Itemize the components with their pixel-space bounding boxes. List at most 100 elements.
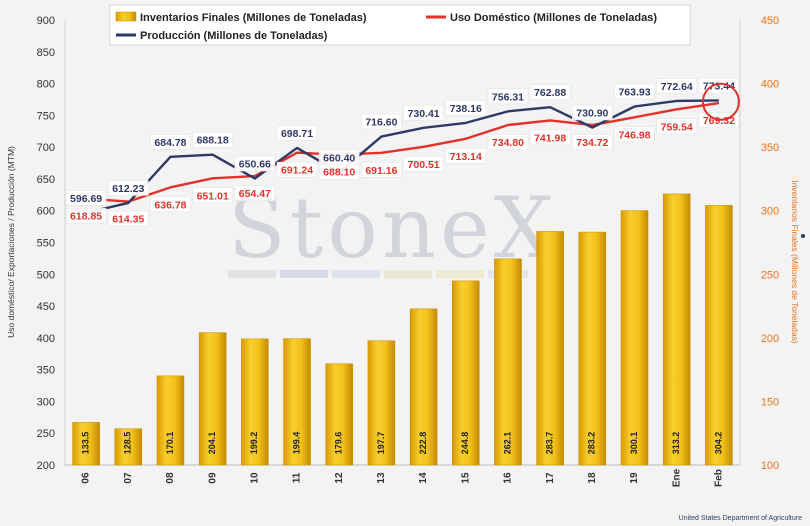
x-tick-label: 13 [376,472,387,484]
uso-label-box [403,156,444,172]
bar-data-label: 197.7 [376,432,386,455]
bar [367,340,396,466]
uso-label-box [361,161,402,178]
uso-line [86,101,720,203]
bar [114,428,143,466]
watermark-stripe-1 [228,270,276,278]
uso-label-box [529,129,571,146]
uso-data-label: 741.98 [534,132,566,144]
x-tick-label: 09 [207,472,218,484]
x-tick-label: 17 [545,472,556,484]
uso-label-box [445,147,487,164]
bars-layer: 133.5 128.5 170.1 204.1 199.2 199.4 179.6 197.7… [72,193,733,466]
x-tick-label: 16 [503,472,514,484]
prod-data-label: 612.23 [112,183,144,195]
x-tick-label: 14 [418,472,429,484]
watermark-stripe-3 [332,270,380,278]
prod-label-box [192,131,233,148]
bar-data-label: 179.6 [334,432,344,455]
prod-data-label: 716.60 [365,117,397,129]
prod-label-box [234,155,276,172]
bar-data-label: 313.2 [671,432,681,455]
uso-data-label: 759.54 [661,121,693,133]
uso-data-label: 688.10 [323,167,355,179]
watermark-stripe-5 [436,270,484,278]
bar [283,338,311,466]
y-left-tick-label: 900 [37,15,55,27]
prod-data-label: 738.16 [450,103,482,115]
uso-data-label: 614.35 [112,214,144,226]
y-left-tick-label: 550 [37,238,55,250]
bar-data-label: 244.8 [460,432,470,455]
y-right-tick-label: 200 [761,333,779,345]
prod-label-box [656,78,698,94]
ticks-layer: 200 250 300 350 400 450 500 550 600 650 700 750 800 8… [37,15,780,487]
y-right-tick-label: 250 [761,269,779,281]
highlight-circle [701,82,740,121]
prod-data-label: 730.90 [576,107,608,119]
y-left-tick-label: 500 [37,269,55,281]
bar [325,363,353,466]
watermark-stripe-4 [384,270,432,278]
prod-label-box [445,100,487,116]
prod-data-label: 660.40 [323,152,355,164]
prod-data-label: 688.18 [197,135,229,147]
page-dot [801,234,805,238]
y-right-tick-label: 400 [761,79,779,91]
bar [705,205,733,466]
bar [536,231,564,466]
prod-data-label: 756.31 [492,91,524,103]
data-labels-layer: 596.69 612.23 684.78 688.18 650.66 698.71 660.… [65,77,740,227]
y-left-tick-label: 350 [37,365,55,377]
bar [156,375,185,466]
source-note: United States Department of Agriculture [679,515,802,522]
uso-data-label: 691.16 [365,165,397,177]
uso-data-label: 636.78 [154,199,186,211]
uso-label-box [656,118,698,135]
x-tick-label: 06 [81,472,92,484]
uso-label-box [276,161,318,178]
bar-data-label: 300.1 [629,432,639,455]
prod-label-box [614,83,655,100]
prod-label-box [150,134,191,150]
prod-data-label: 763.93 [618,87,650,99]
left-axis-title: Uso doméstico/ Exportaciones / Producció… [6,146,16,338]
uso-data-label: 654.47 [239,188,271,200]
bar [452,280,480,466]
uso-label-box [614,126,655,143]
prod-label-box [529,84,571,100]
x-tick-label: Ene [671,468,682,487]
prod-data-label: 773.44 [703,80,735,92]
prod-label-box [65,190,107,206]
uso-data-label: 700.51 [408,159,440,171]
uso-data-label: 734.72 [576,137,608,149]
uso-label-box [65,207,107,224]
prod-label-box [487,88,529,105]
x-tick-label: 11 [292,472,303,483]
x-tick-label: 08 [165,472,176,484]
bar [662,193,691,466]
x-tick-label: 15 [460,472,471,484]
x-tick-label: 07 [123,472,134,484]
y-right-tick-label: 350 [761,142,779,154]
uso-data-label: 734.80 [492,137,524,149]
bar-data-label: 222.8 [418,432,428,455]
prod-data-label: 772.64 [661,81,693,93]
x-tick-label: 12 [334,472,345,484]
y-left-tick-label: 250 [37,428,55,440]
y-right-tick-label: 450 [761,15,779,27]
y-left-tick-label: 800 [37,79,55,91]
bar-data-label: 204.1 [207,432,217,455]
x-tick-label: Feb [714,469,725,487]
bar [409,308,438,466]
legend-bars-swatch [115,11,137,22]
bar-data-label: 199.2 [249,432,259,455]
bar [72,422,100,466]
uso-data-label: 713.14 [450,151,482,163]
y-left-tick-label: 200 [37,460,55,472]
prod-data-label: 596.69 [70,193,102,205]
prod-label-box [403,105,444,121]
legend-bars-label: Inventarios Finales (Millones de Tonelad… [140,12,367,24]
uso-label-box [107,210,149,227]
